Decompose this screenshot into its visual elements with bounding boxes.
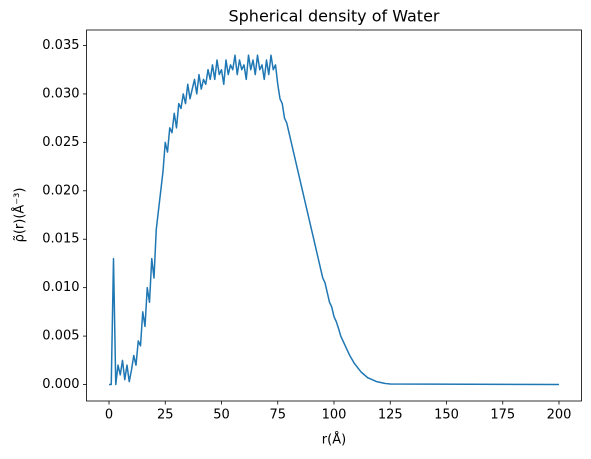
x-tick-label: 25	[157, 408, 174, 423]
x-tick-label: 175	[490, 408, 515, 423]
chart-title: Spherical density of Water	[228, 7, 439, 26]
data-line	[109, 54, 560, 386]
x-tick-label: 200	[547, 408, 572, 423]
y-tick-label: 0.005	[42, 329, 79, 344]
y-tick-label: 0.015	[42, 232, 79, 247]
x-tick-label: 150	[434, 408, 459, 423]
x-tick-label: 125	[378, 408, 403, 423]
axes-frame	[86, 29, 582, 402]
y-tick-label: 0.010	[42, 280, 79, 295]
y-tick-label: 0.035	[42, 38, 79, 53]
y-tick-label: 0.025	[42, 135, 79, 150]
y-axis-label: ρ̃(r)(Å⁻³)	[12, 188, 28, 243]
x-tick-label: 75	[269, 408, 286, 423]
x-tick-label: 0	[105, 408, 113, 423]
y-tick-label: 0.000	[42, 377, 79, 392]
y-tick-label: 0.020	[42, 183, 79, 198]
x-tick-label: 100	[322, 408, 347, 423]
x-tick-label: 50	[213, 408, 230, 423]
x-axis-label: r(Å)	[322, 432, 346, 448]
y-tick-label: 0.030	[42, 86, 79, 101]
